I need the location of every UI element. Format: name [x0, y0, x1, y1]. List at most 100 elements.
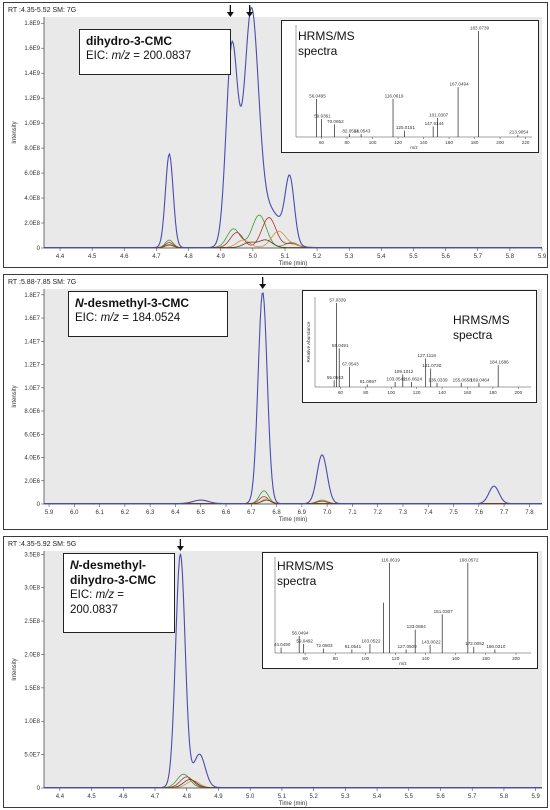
hrms-title: HRMS/MS spectra: [298, 29, 355, 58]
x-tick-label: 6.8: [272, 510, 281, 516]
ms-peak-label: 127.0509: [398, 644, 418, 649]
y-tick-label: 2.0E8: [24, 652, 40, 658]
x-tick-label: 7.1: [348, 510, 357, 516]
ms-peak-label: 169.0464: [470, 377, 490, 382]
x-tick-label: 6.3: [146, 510, 155, 516]
x-tick-label: 5.5: [405, 794, 414, 800]
x-tick-label: 5.1: [278, 794, 287, 800]
y-tick-label: 0: [37, 786, 41, 792]
y-tick-label: 1.2E7: [24, 363, 40, 369]
y-tick-label: 1.8E9: [24, 21, 40, 27]
eic-label: EIC: m/z =: [70, 589, 125, 601]
y-tick-label: 8.0E6: [24, 409, 40, 415]
ms-x-tick-label: 160: [452, 656, 460, 661]
x-tick-label: 5.4: [377, 254, 386, 260]
x-tick-label: 6.4: [171, 510, 180, 516]
ms-x-tick-label: 60: [303, 656, 309, 661]
ms-peak-label: 70.0652: [327, 119, 344, 124]
x-tick-label: 4.9: [217, 254, 226, 260]
ms-peak-label: 167.0494: [449, 82, 469, 87]
y-tick-label: 2.5E8: [24, 619, 40, 625]
x-tick-label: 6.9: [298, 510, 307, 516]
ms-x-tick-label: 140: [422, 656, 430, 661]
ms-x-tick-label: 140: [438, 390, 446, 395]
y-tick-label: 1.0E9: [24, 121, 40, 127]
y-tick-label: 1.4E7: [24, 339, 40, 345]
trace-line: [44, 6, 542, 249]
x-axis-title: Time (min): [279, 261, 307, 267]
x-tick-label: 6.5: [197, 510, 206, 516]
ms-peak-label: 151.0307: [434, 609, 454, 614]
x-tick-label: 6.7: [247, 510, 256, 516]
eic-label: EIC: m/z = 200.0837: [86, 50, 192, 62]
x-tick-label: 5.8: [506, 254, 515, 260]
compound-name-line2: dihydro-3-CMC: [70, 573, 156, 587]
y-tick-label: 3.0E8: [24, 586, 40, 592]
x-tick-label: 5.8: [500, 794, 509, 800]
ms-x-tick-label: 80: [363, 390, 369, 395]
y-tick-label: 0: [37, 246, 41, 252]
ms-x-tick-label: 60: [319, 140, 325, 145]
ms-peak-label: 103.0522: [361, 639, 381, 644]
x-tick-label: 7.7: [500, 510, 509, 516]
x-tick-label: 5.0: [246, 794, 255, 800]
y-tick-label: 6.0E8: [24, 171, 40, 177]
ms-x-tick-label: 60: [338, 390, 344, 395]
ms-y-axis-title: Relative Abundance: [306, 321, 311, 362]
rt-range-label: RT :5.88-7.85 SM: 7G: [8, 279, 76, 286]
x-tick-label: 5.9: [45, 510, 54, 516]
ms-x-tick-label: 200: [512, 656, 520, 661]
hrms-spectrum-3: 60 80 100 120 140 160 180 200 m/z 44.0490 56.0494 5…: [274, 557, 531, 666]
x-tick-label: 5.0: [249, 254, 258, 260]
ms-x-tick-label: 80: [344, 140, 350, 145]
ms-peak-label: 183.0739: [470, 26, 490, 31]
trace-line: [44, 553, 542, 789]
peak-arrow-head: [259, 284, 267, 289]
y-tick-label: 2.0E6: [24, 479, 40, 485]
ms-peak-label: 131.0730: [422, 363, 442, 368]
x-tick-label: 5.9: [538, 254, 547, 260]
x-tick-label: 5.6: [436, 794, 445, 800]
y-axis-title: Intensity: [12, 385, 18, 407]
x-tick-label: 4.8: [183, 794, 192, 800]
ms-peak-label: 59.0491: [332, 343, 349, 348]
rt-range-label: RT :4.35-5.52 SM: 7G: [8, 7, 76, 14]
x-tick-label: 5.3: [341, 794, 350, 800]
x-tick-label: 4.5: [87, 794, 96, 800]
x-axis-title: Time (min): [279, 801, 307, 807]
hrms-spectrum-box-1: HRMS/MS spectra 60 80 100 120 140 160 180 200 220…: [281, 20, 539, 153]
compound-name: dihydro-3-CMC: [86, 34, 172, 48]
x-tick-label: 7.2: [374, 510, 383, 516]
x-tick-label: 4.6: [119, 794, 128, 800]
ms-peak-label: 91.0541: [345, 644, 362, 649]
x-tick-label: 4.8: [184, 254, 193, 260]
ms-peak-label: 103.0542: [387, 376, 407, 381]
ms-peak-label: 168.0572: [459, 558, 479, 563]
ms-peak-label: 81.0697: [360, 379, 377, 384]
ms-peak-label: 147.5144: [425, 121, 445, 126]
y-tick-label: 2.0E8: [24, 221, 40, 227]
ms-peak-label: 155.0658: [453, 377, 473, 382]
y-tick-label: 1.5E8: [24, 686, 40, 692]
ms-peak-label: 116.0624: [403, 376, 422, 381]
ms-peak-label: 91.0543: [354, 128, 371, 133]
ms-x-tick-label: 200: [496, 140, 504, 145]
ms-peak-label: 133.0884: [407, 624, 427, 629]
ms-x-tick-label: 120: [413, 390, 421, 395]
x-tick-label: 4.6: [120, 254, 129, 260]
x-tick-label: 6.1: [95, 510, 104, 516]
ms-peak-label: 143.0022: [422, 639, 442, 644]
y-tick-label: 5.0E7: [24, 753, 40, 759]
hrms-title: HRMS/MS spectra: [453, 313, 510, 342]
hrms-spectrum-box-2: HRMS/MS spectra 60 80 100 120 140 160 180 200 Rel…: [302, 290, 537, 403]
y-tick-label: 4.0E8: [24, 196, 40, 202]
y-tick-label: 1.4E9: [24, 71, 40, 77]
ms-peak-label: 101.0307: [429, 112, 449, 117]
y-tick-label: 1.8E7: [24, 293, 40, 299]
ms-x-tick-label: 180: [482, 656, 490, 661]
ms-peak-label: 136.0339: [428, 377, 448, 382]
peak-arrow-head: [176, 546, 184, 551]
y-tick-label: 1.0E8: [24, 719, 40, 725]
eic-label: EIC: m/z = 184.0524: [75, 312, 181, 324]
ms-peak-label: 57.0339: [329, 298, 346, 303]
